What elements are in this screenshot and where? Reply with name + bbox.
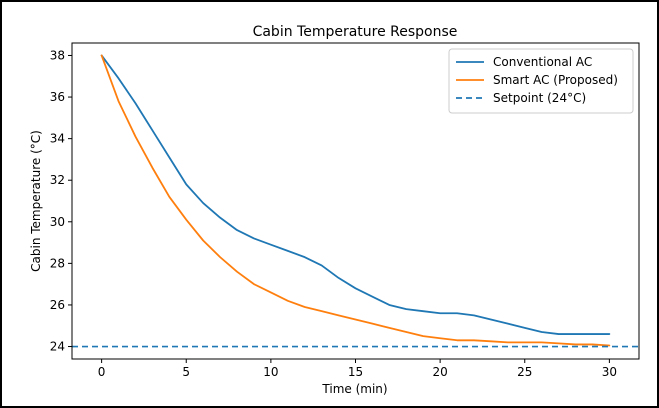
series-layer bbox=[72, 54, 639, 348]
plot-border bbox=[71, 42, 640, 360]
legend-label: Smart AC (Proposed) bbox=[493, 73, 618, 87]
y-tick-label: 36 bbox=[50, 90, 65, 104]
x-tick-label: 5 bbox=[182, 365, 190, 379]
x-axis-title: Time (min) bbox=[321, 382, 387, 396]
y-tick-label: 30 bbox=[50, 215, 65, 229]
legend-label: Setpoint (24°C) bbox=[493, 91, 586, 105]
legend-box bbox=[448, 48, 634, 114]
x-tick-label: 25 bbox=[517, 365, 532, 379]
x-tick-label: 0 bbox=[98, 365, 106, 379]
x-axis-ticks: 0 5 10 15 20 25 30 bbox=[98, 359, 617, 379]
x-tick-label: 20 bbox=[432, 365, 447, 379]
y-tick-label: 26 bbox=[50, 298, 65, 312]
x-tick-label: 30 bbox=[602, 365, 617, 379]
series-line-smart-ac-proposed bbox=[100, 54, 611, 347]
y-axis-title: Cabin Temperature (°C) bbox=[29, 130, 43, 272]
y-tick-label: 34 bbox=[50, 132, 65, 146]
series-line-conventional-ac bbox=[100, 54, 611, 335]
legend-label: Conventional AC bbox=[493, 55, 592, 69]
y-tick-label: 32 bbox=[50, 173, 65, 187]
y-axis-ticks: 24 26 28 30 32 34 36 38 bbox=[50, 48, 72, 354]
legend: Conventional AC Smart AC (Proposed) Setpoi… bbox=[448, 48, 634, 114]
x-tick-label: 10 bbox=[263, 365, 278, 379]
chart-title: Cabin Temperature Response bbox=[253, 24, 458, 40]
x-tick-label: 15 bbox=[348, 365, 363, 379]
y-tick-label: 24 bbox=[50, 340, 65, 354]
y-tick-label: 38 bbox=[50, 48, 65, 62]
y-tick-label: 28 bbox=[50, 256, 65, 270]
